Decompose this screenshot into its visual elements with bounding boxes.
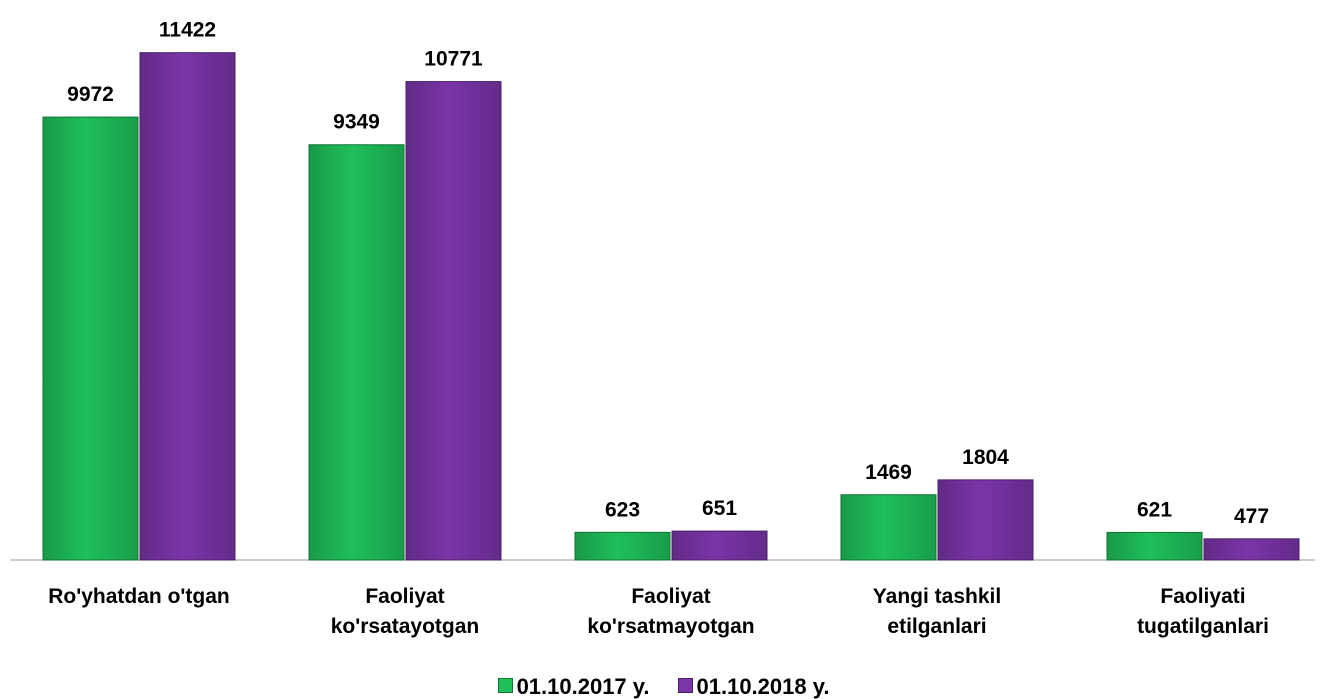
bar: [42, 116, 139, 561]
bar: [574, 531, 671, 561]
data-label: 477: [1234, 505, 1269, 528]
legend-label: 01.10.2018 y.: [696, 674, 830, 699]
data-label: 651: [702, 497, 737, 520]
bar: [1203, 538, 1300, 561]
legend: 01.10.2017 y. 01.10.2018 y.: [0, 674, 1327, 699]
data-label: 9349: [333, 111, 380, 134]
legend-swatch: [677, 678, 693, 693]
data-label: 10771: [424, 48, 483, 71]
data-label: 1469: [865, 461, 912, 484]
legend-item: 01.10.2018 y.: [677, 674, 830, 699]
legend-item: 01.10.2017 y.: [497, 674, 650, 699]
data-label: 623: [605, 498, 640, 521]
x-tick-label: Yangi tashkil etilganlari: [872, 585, 1002, 638]
bar: [671, 530, 768, 561]
x-tick-label: Faoliyat ko'rsatmayotgan: [587, 585, 755, 638]
data-label: 1804: [962, 446, 1009, 469]
bar: [139, 52, 236, 561]
bar: [937, 479, 1034, 561]
bar: [1106, 531, 1203, 561]
legend-label: 01.10.2017 y.: [516, 674, 650, 699]
data-label: 621: [1137, 498, 1172, 521]
x-tick-label: Faoliyat ko'rsatayotgan: [330, 585, 480, 638]
bar: [308, 144, 405, 561]
data-label: 11422: [159, 19, 216, 42]
data-label: 9972: [67, 83, 114, 106]
bar: [840, 494, 937, 561]
x-tick-label: Faoliyati tugatilganlari: [1137, 585, 1269, 638]
x-tick-label: Ro'yhatdan o'tgan: [48, 585, 230, 608]
bar: [405, 81, 502, 561]
legend-swatch: [497, 678, 513, 693]
